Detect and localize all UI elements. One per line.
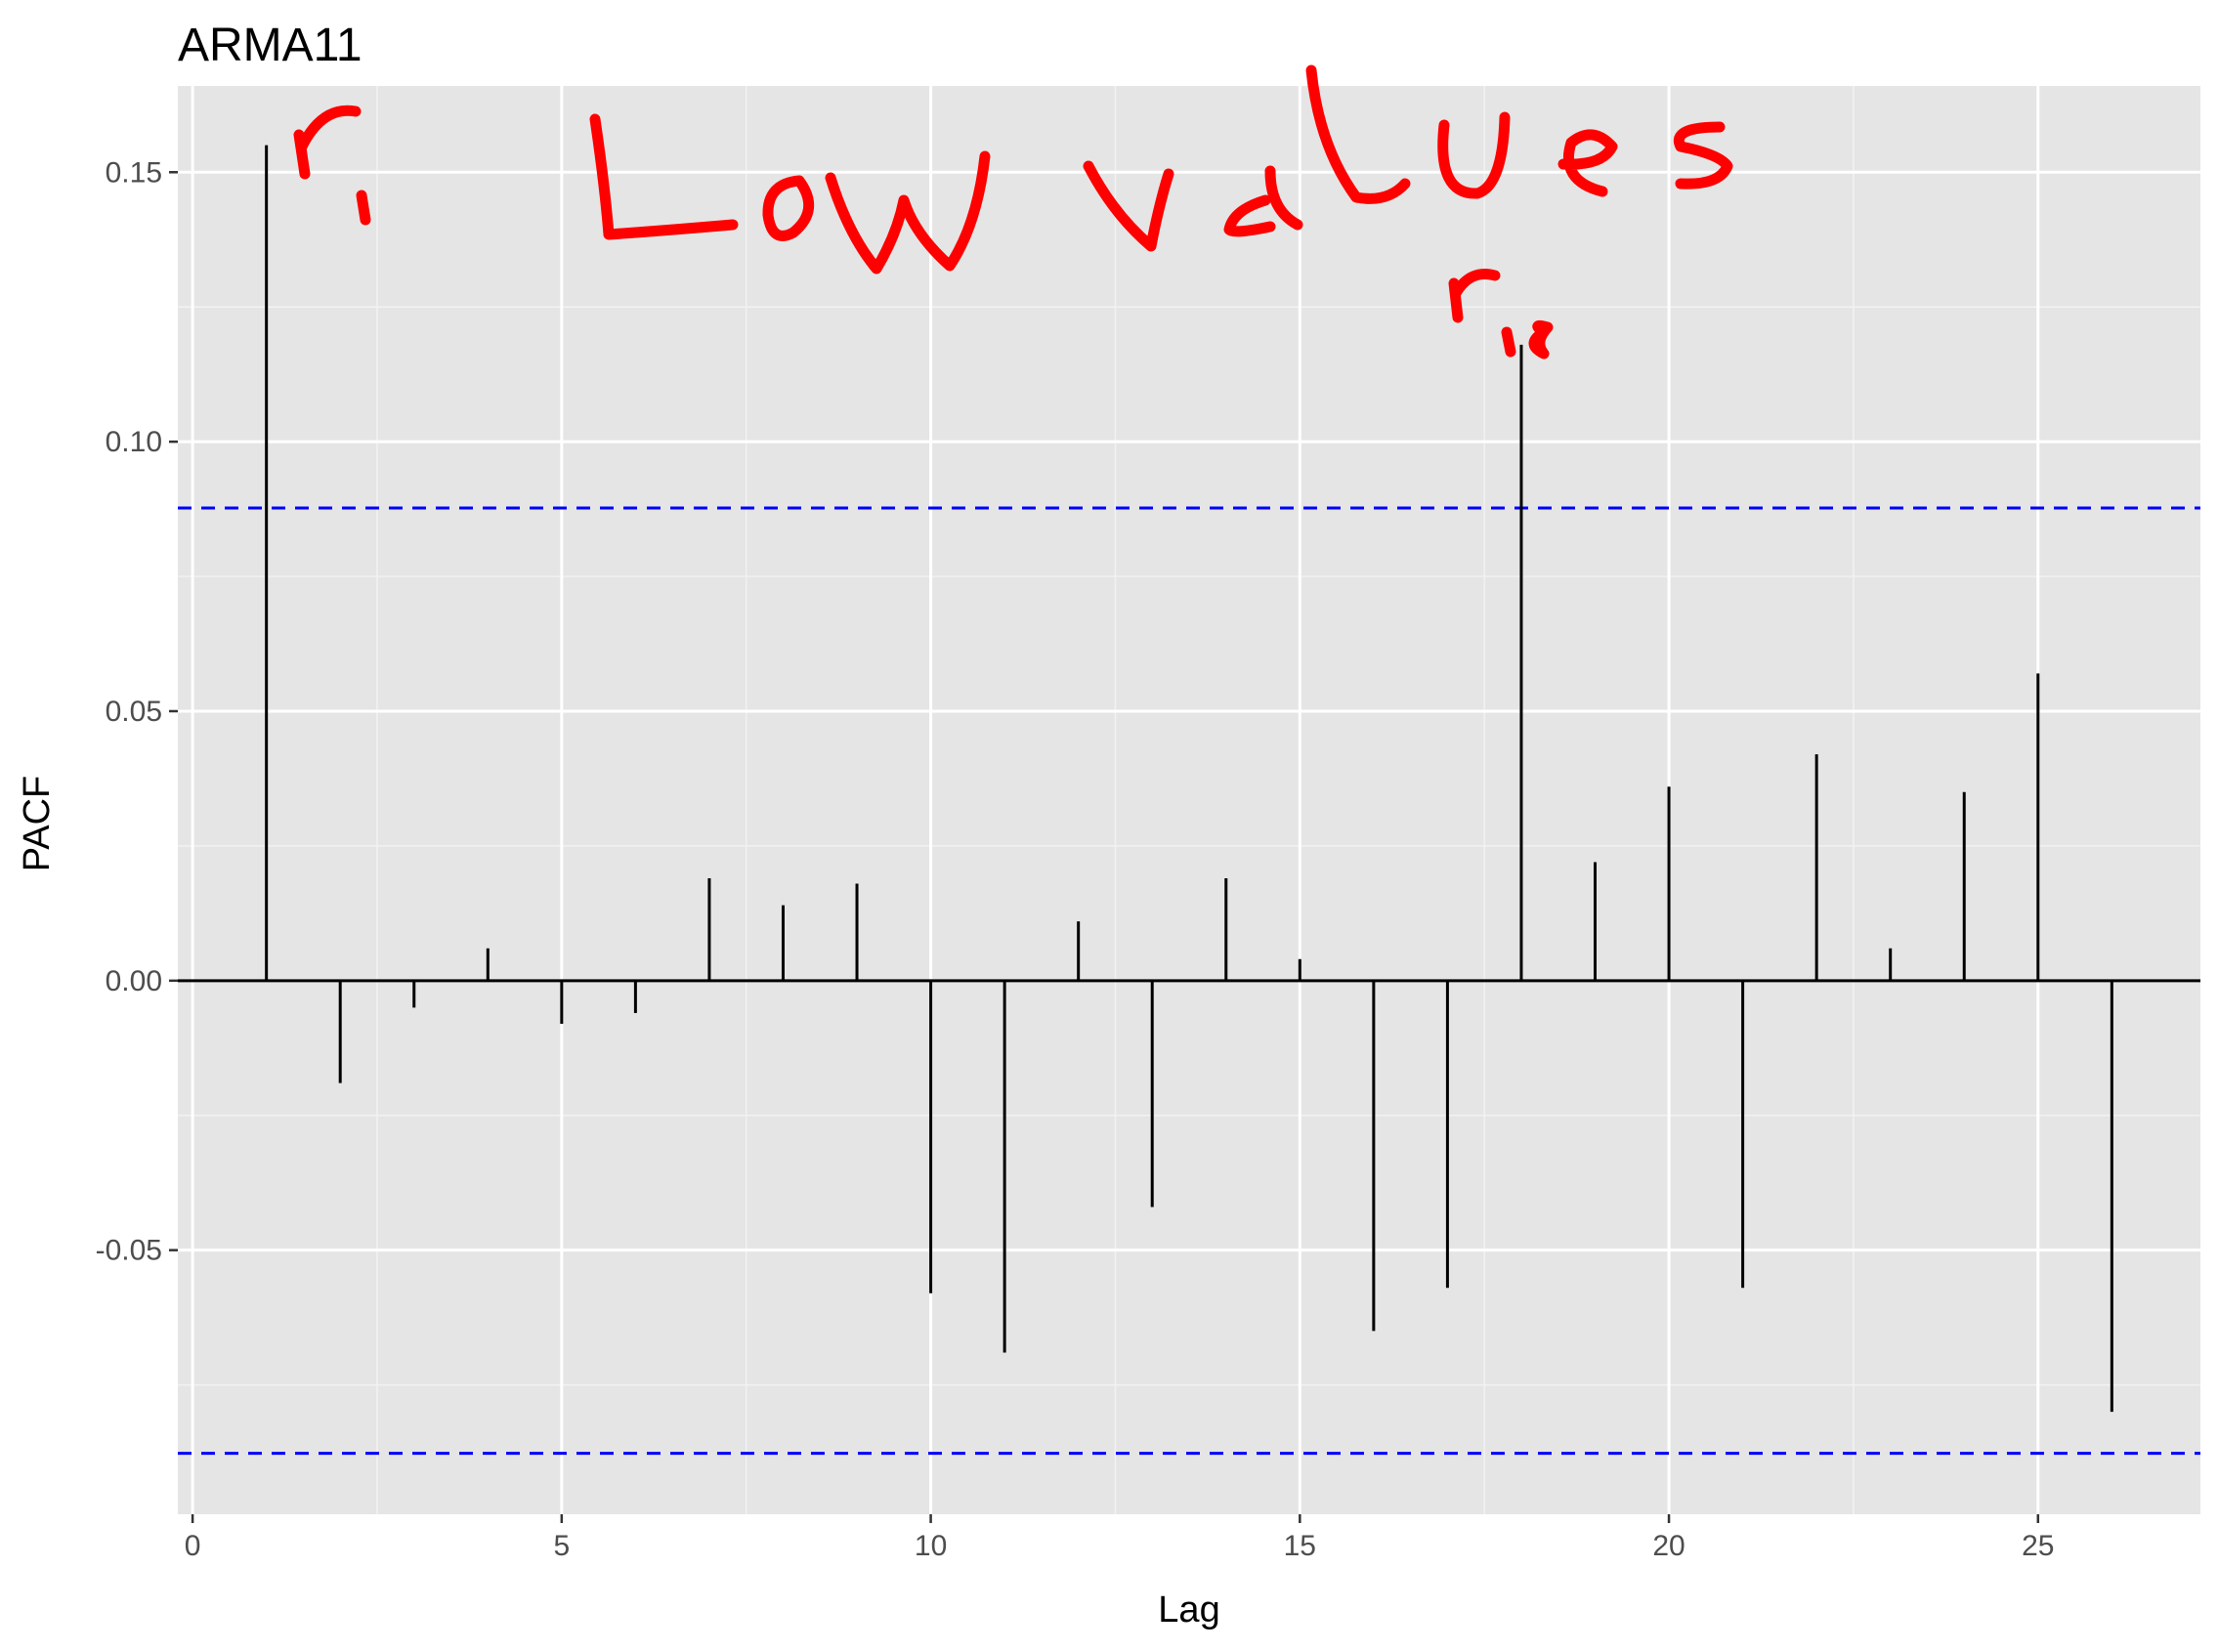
x-tick-label: 0: [185, 1530, 201, 1562]
y-tick-label: 0.15: [106, 156, 162, 189]
y-tick-label: 0.00: [106, 965, 162, 997]
annotation-r1: [293, 105, 371, 226]
x-tick-label: 10: [915, 1530, 947, 1562]
x-tick-label: 25: [2022, 1530, 2054, 1562]
y-tick-label: 0.05: [106, 696, 162, 728]
y-tick-label: 0.10: [106, 426, 162, 458]
y-axis-title: PACF: [17, 776, 58, 872]
annotation-r18: [1448, 269, 1554, 360]
panel-background: [178, 86, 2200, 1514]
axes: -0.05 0.00 0.05 0.10 0.15 0 5 10 15 20 25: [96, 156, 2055, 1562]
plot-panel: [178, 86, 2200, 1514]
x-axis-title: Lag: [1158, 1589, 1219, 1631]
x-tick-label: 15: [1284, 1530, 1316, 1562]
chart-title: ARMA11: [178, 20, 363, 71]
y-tick-label: -0.05: [96, 1235, 162, 1267]
x-tick-label: 5: [554, 1530, 571, 1562]
confidence-bounds: [178, 506, 2200, 1456]
pacf-bars: [178, 145, 2200, 1413]
x-tick-label: 20: [1652, 1530, 1685, 1562]
handwritten-annotations: [293, 64, 1733, 360]
annotation-low-values: [589, 64, 1733, 275]
